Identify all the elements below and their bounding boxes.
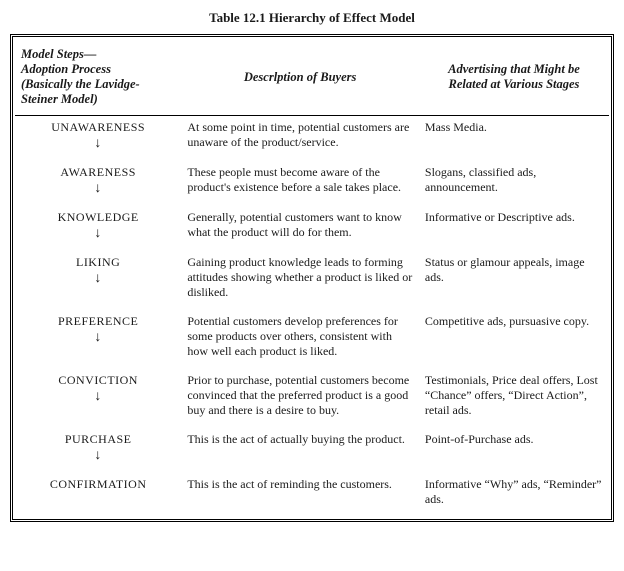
step-name: UNAWARENESS [21, 120, 175, 135]
description-cell: Gaining product knowledge leads to formi… [181, 251, 419, 310]
header-col1-l3: (Basically the Lavidge- [21, 77, 140, 91]
down-arrow-icon: ↓ [21, 272, 175, 286]
advertising-cell: Point-of-Purchase ads. [419, 428, 609, 473]
header-model-steps: Model Steps— Adoption Process (Basically… [15, 39, 181, 116]
table-title: Table 12.1 Hierarchy of Effect Model [10, 10, 614, 26]
step-name: AWARENESS [21, 165, 175, 180]
advertising-cell: Testimonials, Price deal offers, Lost “C… [419, 369, 609, 428]
description-cell: At some point in time, potential custome… [181, 116, 419, 162]
header-col1-l1: Model Steps— [21, 47, 96, 61]
header-col3-l1: Advertising that Might be [448, 62, 580, 76]
advertising-cell: Informative “Why” ads, “Reminder” ads. [419, 473, 609, 517]
step-cell: LIKING ↓ [15, 251, 181, 310]
table-row: LIKING ↓ Gaining product knowledge leads t… [15, 251, 609, 310]
description-cell: These people must become aware of the pr… [181, 161, 419, 206]
table-row: KNOWLEDGE ↓ Generally, potential customers… [15, 206, 609, 251]
description-cell: This is the act of actually buying the p… [181, 428, 419, 473]
table-row: UNAWARENESS ↓ At some point in time, poten… [15, 116, 609, 162]
description-cell: This is the act of reminding the custome… [181, 473, 419, 517]
down-arrow-icon: ↓ [21, 331, 175, 345]
description-cell: Generally, potential customers want to k… [181, 206, 419, 251]
step-cell: KNOWLEDGE ↓ [15, 206, 181, 251]
header-row: Model Steps— Adoption Process (Basically… [15, 39, 609, 116]
table-row: CONVICTION ↓ Prior to purchase, potential … [15, 369, 609, 428]
header-col3-l2: Related at Various Stages [448, 77, 579, 91]
step-cell: UNAWARENESS ↓ [15, 116, 181, 162]
table-body: UNAWARENESS ↓ At some point in time, poten… [15, 116, 609, 518]
down-arrow-icon: ↓ [21, 227, 175, 241]
advertising-cell: Informative or Descriptive ads. [419, 206, 609, 251]
step-cell: PREFERENCE ↓ [15, 310, 181, 369]
description-cell: Prior to purchase, potential customers b… [181, 369, 419, 428]
down-arrow-icon: ↓ [21, 390, 175, 404]
step-cell: AWARENESS ↓ [15, 161, 181, 206]
step-name: PURCHASE [21, 432, 175, 447]
down-arrow-icon: ↓ [21, 137, 175, 151]
table-outer-border: Model Steps— Adoption Process (Basically… [10, 34, 614, 522]
advertising-cell: Slogans, classified ads, announcement. [419, 161, 609, 206]
header-description: Descrlption of Buyers [181, 39, 419, 116]
down-arrow-icon: ↓ [21, 182, 175, 196]
table-row: AWARENESS ↓ These people must become aware… [15, 161, 609, 206]
hierarchy-table: Model Steps— Adoption Process (Basically… [15, 39, 609, 517]
advertising-cell: Status or glamour appeals, image ads. [419, 251, 609, 310]
step-name: PREFERENCE [21, 314, 175, 329]
table-row: CONFIRMATION This is the act of reminding… [15, 473, 609, 517]
step-name: LIKING [21, 255, 175, 270]
step-name: CONFIRMATION [21, 477, 175, 492]
header-col1-l4: Steiner Model) [21, 92, 98, 106]
step-name: KNOWLEDGE [21, 210, 175, 225]
table-row: PREFERENCE ↓ Potential customers develop p… [15, 310, 609, 369]
step-cell: CONVICTION ↓ [15, 369, 181, 428]
header-col1-l2: Adoption Process [21, 62, 111, 76]
table-row: PURCHASE ↓ This is the act of actually buy… [15, 428, 609, 473]
advertising-cell: Mass Media. [419, 116, 609, 162]
advertising-cell: Competitive ads, pursuasive copy. [419, 310, 609, 369]
description-cell: Potential customers develop preferences … [181, 310, 419, 369]
down-arrow-icon: ↓ [21, 449, 175, 463]
header-advertising: Advertising that Might be Related at Var… [419, 39, 609, 116]
step-cell: PURCHASE ↓ [15, 428, 181, 473]
step-name: CONVICTION [21, 373, 175, 388]
step-cell: CONFIRMATION [15, 473, 181, 517]
